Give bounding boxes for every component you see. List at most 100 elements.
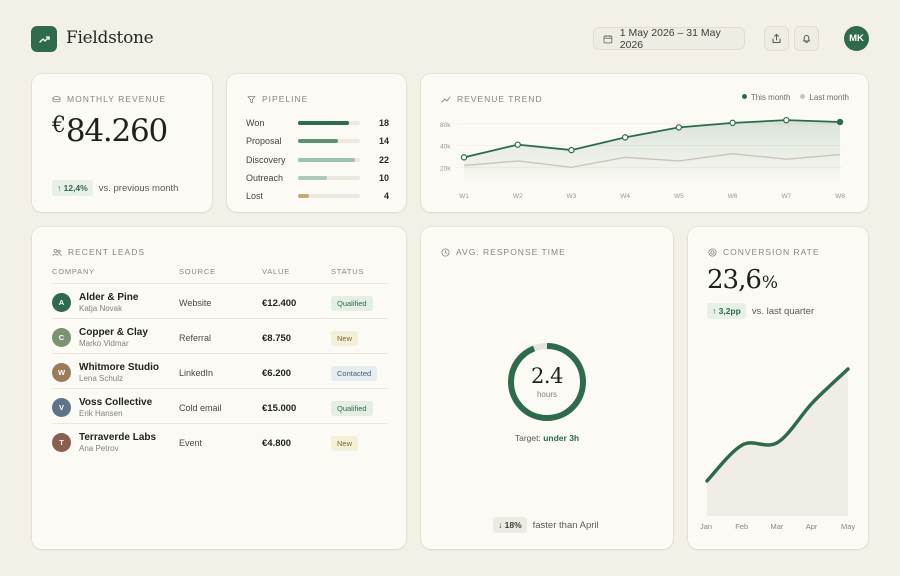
pipeline-stage-label: Discovery [246,154,286,165]
revenue-value: €84.260 [52,113,168,149]
lead-source: Website [179,298,212,308]
lead-value: €4.800 [262,438,292,449]
date-range-label: 1 May 2026 – 31 May 2026 [619,26,721,51]
conversion-value: 23,6% [707,265,778,295]
trend-icon [441,96,451,102]
pipeline-bar-fill [298,175,327,180]
pipeline-row[interactable]: Proposal 14 [246,135,389,147]
contact-name: Marko Vidmar [79,339,129,348]
export-button[interactable] [764,26,789,51]
response-time-ring [508,343,586,421]
target-icon [708,248,717,256]
company-avatar: C [52,328,71,347]
x-tick-label: W8 [835,193,845,200]
col-value[interactable]: VALUE [262,267,291,276]
pipeline-stage-label: Proposal [246,136,282,147]
brand-name: Fieldstone [66,28,154,48]
pipeline-stage-count: 18 [378,118,389,128]
table-row[interactable]: T Terraverde Labs Ana Petrov Event €4.800 New [52,423,388,458]
response-time-value: 2.4 [531,364,563,388]
pipeline-bar-fill [298,139,338,144]
pipeline-stage-count: 22 [378,154,389,165]
contact-name: Lena Schulz [79,374,124,383]
this-month-point[interactable] [836,118,844,126]
x-tick-label: W6 [728,193,738,200]
company-avatar: T [52,433,71,452]
card-title: RECENT LEADS [52,247,145,257]
col-source[interactable]: SOURCE [179,267,216,276]
ring-progress [508,343,586,421]
conversion-delta: ↑ 3,2pp vs. last quarter [707,303,814,319]
contact-name: Ana Petrov [79,444,119,453]
pipeline-stage-label: Won [246,118,265,128]
x-tick-label: Apr [805,522,818,531]
pipeline-bar-track [298,139,360,144]
company-name[interactable]: Terraverde Labs [79,432,157,443]
pipeline-row[interactable]: Discovery 22 [246,154,389,166]
pipeline-row[interactable]: Won 18 [246,117,389,129]
monthly-revenue-card: MONTHLY REVENUE €84.260 ↑ 12,4% vs. prev… [32,74,212,212]
company-name[interactable]: Alder & Pine [79,292,139,303]
response-target: Target: under 3h [514,433,580,443]
company-name[interactable]: Copper & Clay [79,327,148,338]
this-month-point[interactable] [460,154,468,161]
contact-name: Erik Hansen [79,409,123,418]
status-badge: New [331,436,359,451]
pipeline-bar-track [298,175,360,180]
conversion-line [705,367,850,483]
notifications-button[interactable] [794,26,819,51]
legend-this-month[interactable]: This month [741,93,790,102]
x-tick-label: Mar [770,522,784,531]
this-month-point[interactable] [783,116,790,124]
table-row[interactable]: W Whitmore Studio Lena Schulz LinkedIn €6.20… [52,353,388,388]
clock-icon [441,248,450,256]
delta-badge: ↓ 18% [493,517,527,533]
lead-value: €12.400 [262,298,297,309]
this-month-point[interactable] [568,146,575,154]
pipeline-bar-track [298,121,360,125]
x-tick-label: W4 [620,193,630,200]
table-row[interactable]: C Copper & Clay Marko Vidmar Referral €8.750… [52,318,388,353]
x-tick-label: W7 [781,193,791,200]
lead-value: €6.200 [262,368,292,379]
card-title: REVENUE TREND [441,94,543,104]
pipeline-stage-count: 14 [378,136,389,147]
conversion-rate-chart [705,367,850,516]
pipeline-row[interactable]: Outreach 10 [246,172,389,184]
x-tick-label: W5 [674,193,684,200]
lead-value: €15.000 [262,403,297,414]
legend-last-month[interactable]: Last month [800,93,849,102]
company-name[interactable]: Voss Collective [79,397,153,408]
user-avatar[interactable]: MK [844,26,869,51]
x-tick-label: May [841,522,856,531]
col-company[interactable]: COMPANY [52,267,95,276]
x-tick-label: W1 [459,193,469,200]
y-tick-label: 80k [440,122,451,129]
app-logo[interactable] [31,26,57,52]
this-month-point[interactable] [729,119,736,127]
pipeline-row[interactable]: Lost 4 [246,190,389,202]
trend-up-icon [38,35,50,43]
this-month-point[interactable] [514,141,521,148]
x-tick-label: Jan [700,522,713,531]
this-month-point[interactable] [621,134,629,141]
status-badge: Contacted [331,366,378,381]
calendar-icon [603,34,613,43]
pipeline-bar-track [298,194,360,199]
pipeline-bar-fill [298,194,310,199]
date-range-picker[interactable]: 1 May 2026 – 31 May 2026 [593,26,745,51]
x-tick-label: W2 [513,193,523,200]
company-avatar: V [52,398,71,417]
delta-badge: ↑ 12,4% [52,180,93,196]
this-month-line [463,119,841,159]
table-row[interactable]: A Alder & Pine Katja Novak Website €12.400 Qu… [52,283,388,318]
x-tick-label: Feb [735,522,749,531]
col-status[interactable]: STATUS [331,267,365,276]
company-name[interactable]: Whitmore Studio [79,362,159,373]
card-title: AVG. RESPONSE TIME [441,247,566,257]
this-month-point[interactable] [675,124,683,131]
lead-source: Event [179,438,203,448]
coins-icon [52,95,61,102]
table-row[interactable]: V Voss Collective Erik Hansen Cold email €15… [52,388,388,423]
pipeline-stage-label: Lost [246,191,264,202]
